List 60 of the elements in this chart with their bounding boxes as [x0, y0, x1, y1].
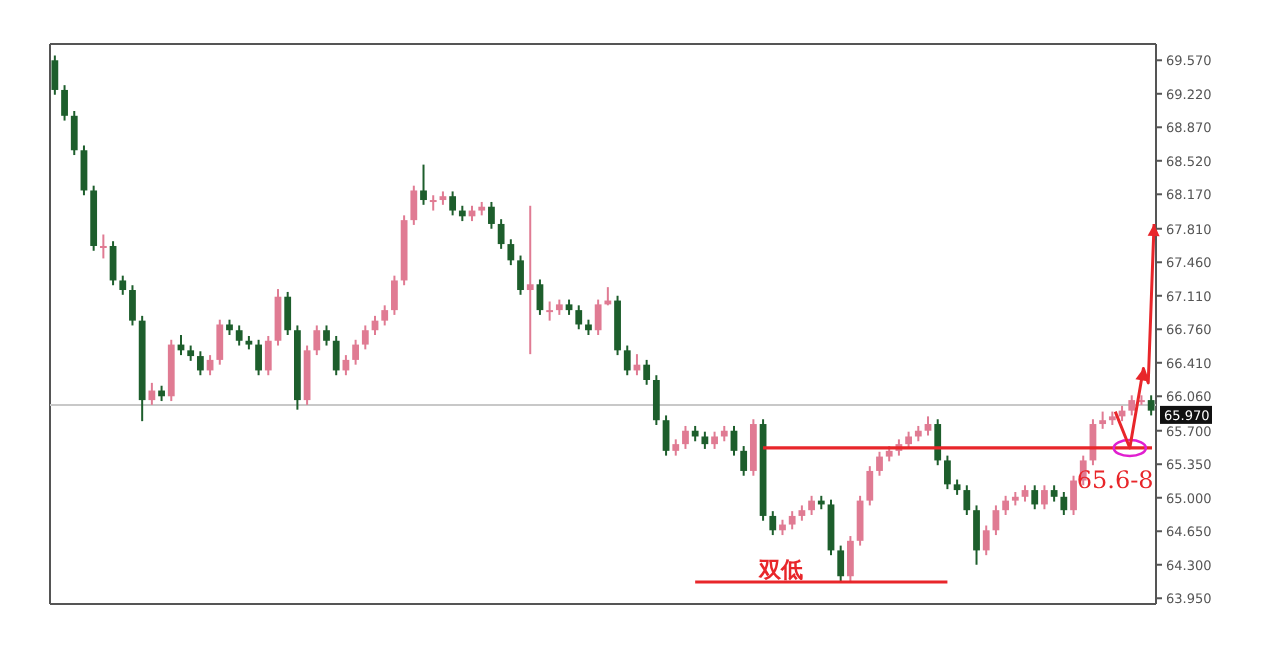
- candlestick: [749, 418, 757, 477]
- candlestick: [982, 524, 990, 557]
- candlestick: [410, 184, 418, 226]
- candlestick: [99, 233, 107, 260]
- candlestick: [361, 324, 369, 351]
- candlestick: [769, 510, 777, 537]
- candlestick: [973, 504, 980, 566]
- candlestick: [934, 418, 942, 467]
- candlestick: [313, 324, 321, 357]
- candlestick: [284, 290, 292, 337]
- candlestick: [61, 84, 68, 122]
- candlestick: [837, 544, 845, 583]
- candlestick: [449, 190, 457, 217]
- candlestick: [264, 334, 272, 377]
- candlestick: [507, 238, 515, 267]
- candlestick: [526, 204, 534, 356]
- candlestick: [1031, 484, 1039, 511]
- candlestick: [517, 254, 524, 296]
- candlestick: [235, 324, 243, 347]
- candlestick: [148, 381, 156, 406]
- candlestick: [332, 334, 340, 377]
- candlestick: [196, 350, 204, 377]
- candlestick: [944, 454, 951, 491]
- candlestick: [1041, 484, 1048, 511]
- candlestick: [652, 374, 660, 426]
- candlestick: [643, 358, 651, 386]
- candlestick: [1070, 474, 1077, 516]
- candlestick: [623, 344, 631, 377]
- candlestick: [119, 274, 127, 296]
- candlestick: [51, 54, 59, 96]
- candlestick: [381, 304, 389, 327]
- candlestick: [352, 338, 359, 366]
- candlestick: [391, 274, 398, 316]
- candlestick: [876, 450, 883, 477]
- candlestick: [323, 324, 330, 347]
- candlestick: [1060, 491, 1068, 516]
- candlestick: [866, 465, 874, 507]
- candlestick: [575, 304, 583, 331]
- annotation: 65.6-8: [1076, 466, 1154, 495]
- candlestick: [924, 415, 932, 437]
- candlestick: [740, 445, 748, 477]
- candlestick: [847, 535, 854, 583]
- candlestick: [429, 194, 437, 212]
- candlestick: [1147, 394, 1155, 417]
- candlestick: [129, 284, 136, 327]
- candlestick: [70, 110, 78, 157]
- candlestick: [682, 424, 689, 450]
- candlestick: [594, 298, 602, 337]
- candlestick: [1128, 394, 1136, 417]
- candlestick: [216, 318, 224, 366]
- candlestick: [488, 200, 495, 230]
- candlestick: [788, 510, 796, 531]
- annotation: 双低: [756, 557, 803, 584]
- candlestick: [546, 300, 554, 322]
- candlestick: [808, 494, 815, 516]
- candlestick: [1002, 494, 1010, 516]
- candlestick: [963, 484, 971, 516]
- candlestick: [420, 163, 427, 206]
- candlestick: [255, 338, 262, 377]
- candlestick: [497, 218, 505, 250]
